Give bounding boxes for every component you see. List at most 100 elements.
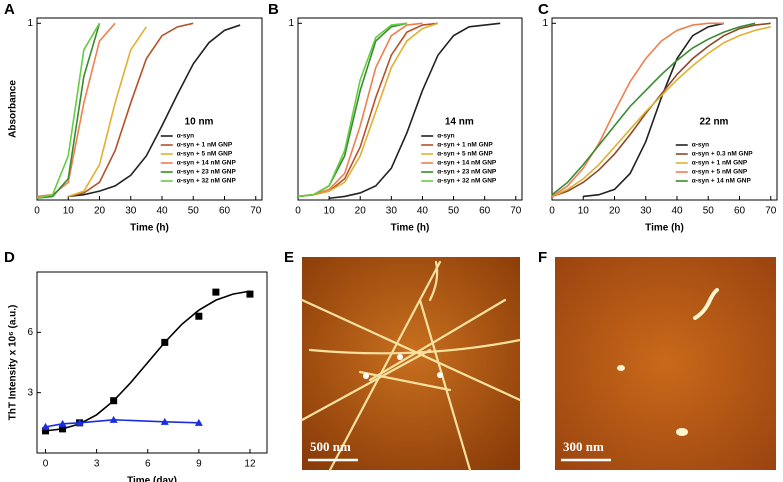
series-line [45,290,251,432]
x-tick-label: 0 [295,206,301,217]
series-line [297,22,423,198]
x-tick-label: 30 [640,206,652,217]
panel-letter: C [538,1,549,18]
x-tick-label: 60 [479,206,491,217]
annotation: 10 nm [185,116,214,127]
series-line [36,23,101,200]
legend-label: α-syn + 0.3 nM GNP [692,151,754,158]
afm-image-f [555,257,776,470]
x-tick-label: 0 [549,206,555,217]
legend-label: α-syn + 1 nM GNP [437,142,493,149]
x-tick-label: 20 [609,206,621,217]
panel-letter: F [538,249,547,266]
x-tick-label: 70 [510,206,522,217]
legend-label: α-syn + 5 nM GNP [437,151,493,158]
legend-label: α-syn + 14 nM GNP [692,178,752,185]
x-tick-label: 40 [417,206,429,217]
series-line [45,419,199,428]
x-tick-label: 9 [196,459,202,470]
y-tick-label: 1 [542,18,548,29]
series-line [583,22,725,198]
triangle-marker [41,422,50,430]
x-tick-label: 6 [145,459,151,470]
x-tick-label: 50 [448,206,460,217]
series-line [36,22,116,198]
x-tick-label: 20 [355,206,367,217]
legend-label: α-syn [177,133,194,140]
panel-letter: E [284,249,294,266]
legend-label: α-syn + 14 nM GNP [177,160,237,167]
x-tick-label: 3 [94,459,100,470]
legend-label: α-syn + 14 nM GNP [437,160,497,167]
series-line [551,26,771,198]
series-line [67,26,148,198]
plot-frame [36,271,268,454]
series-line [68,22,194,198]
triangle-marker [194,418,203,426]
x-tick-label: 10 [63,206,75,217]
panel-letter: A [4,1,15,18]
legend-label: α-syn + 32 nM GNP [437,178,497,185]
legend-label: α-syn + 5 nM GNP [177,151,233,158]
panel-letter: B [268,1,279,18]
series-line [551,22,756,196]
scale-bar-label: 500 nm [310,439,351,454]
x-tick-label: 10 [324,206,336,217]
x-axis-label: Time (day) [127,476,177,482]
x-tick-label: 30 [125,206,137,217]
y-axis-label: Absorbance [8,80,19,138]
x-tick-label: 40 [156,206,168,217]
square-marker [195,312,203,320]
x-tick-label: 0 [34,206,40,217]
series-line [297,22,439,198]
x-tick-label: 50 [703,206,715,217]
y-tick-label: 1 [288,18,294,29]
x-tick-label: 12 [244,459,256,470]
x-tick-label: 70 [250,206,262,217]
x-tick-label: 30 [386,206,398,217]
x-tick-label: 70 [765,206,777,217]
square-marker [246,290,254,298]
afm-image-e [300,257,522,472]
triangle-marker [58,419,67,427]
legend-label: α-syn + 5 nM GNP [692,169,748,176]
plot-frame [551,17,778,201]
annotation: 14 nm [445,116,474,127]
x-tick-label: 60 [219,206,231,217]
triangle-marker [109,415,118,423]
series-line [36,22,101,200]
legend-label: α-syn + 1 nM GNP [177,142,233,149]
x-axis-label: Time (h) [130,223,169,234]
x-tick-label: 40 [671,206,683,217]
panel-letter: D [4,249,15,266]
legend-label: α-syn + 1 nM GNP [692,160,748,167]
x-tick-label: 0 [43,459,49,470]
x-tick-label: 50 [188,206,200,217]
series-line [329,22,501,200]
legend-label: α-syn + 23 nM GNP [437,169,497,176]
series-line [297,22,407,198]
x-tick-label: 10 [578,206,590,217]
y-tick-label: 6 [27,327,33,338]
annotation: 22 nm [700,116,729,127]
legend-label: α-syn [692,142,709,149]
x-tick-label: 20 [94,206,106,217]
series-line [551,22,771,198]
plot-frame [36,17,263,201]
legend-label: α-syn + 32 nM GNP [177,178,237,185]
square-marker [212,288,220,296]
series-line [297,22,439,198]
triangle-marker [75,418,84,426]
triangle-marker [160,417,169,425]
legend-label: α-syn [437,133,454,140]
y-tick-label: 3 [27,387,33,398]
scale-bar-label: 300 nm [563,439,604,454]
series-line [551,22,724,198]
y-tick-label: 1 [27,18,33,29]
plot-frame [297,17,523,201]
x-axis-label: Time (h) [645,223,684,234]
legend-label: α-syn + 23 nM GNP [177,169,237,176]
series-line [68,24,241,198]
x-tick-label: 60 [734,206,746,217]
